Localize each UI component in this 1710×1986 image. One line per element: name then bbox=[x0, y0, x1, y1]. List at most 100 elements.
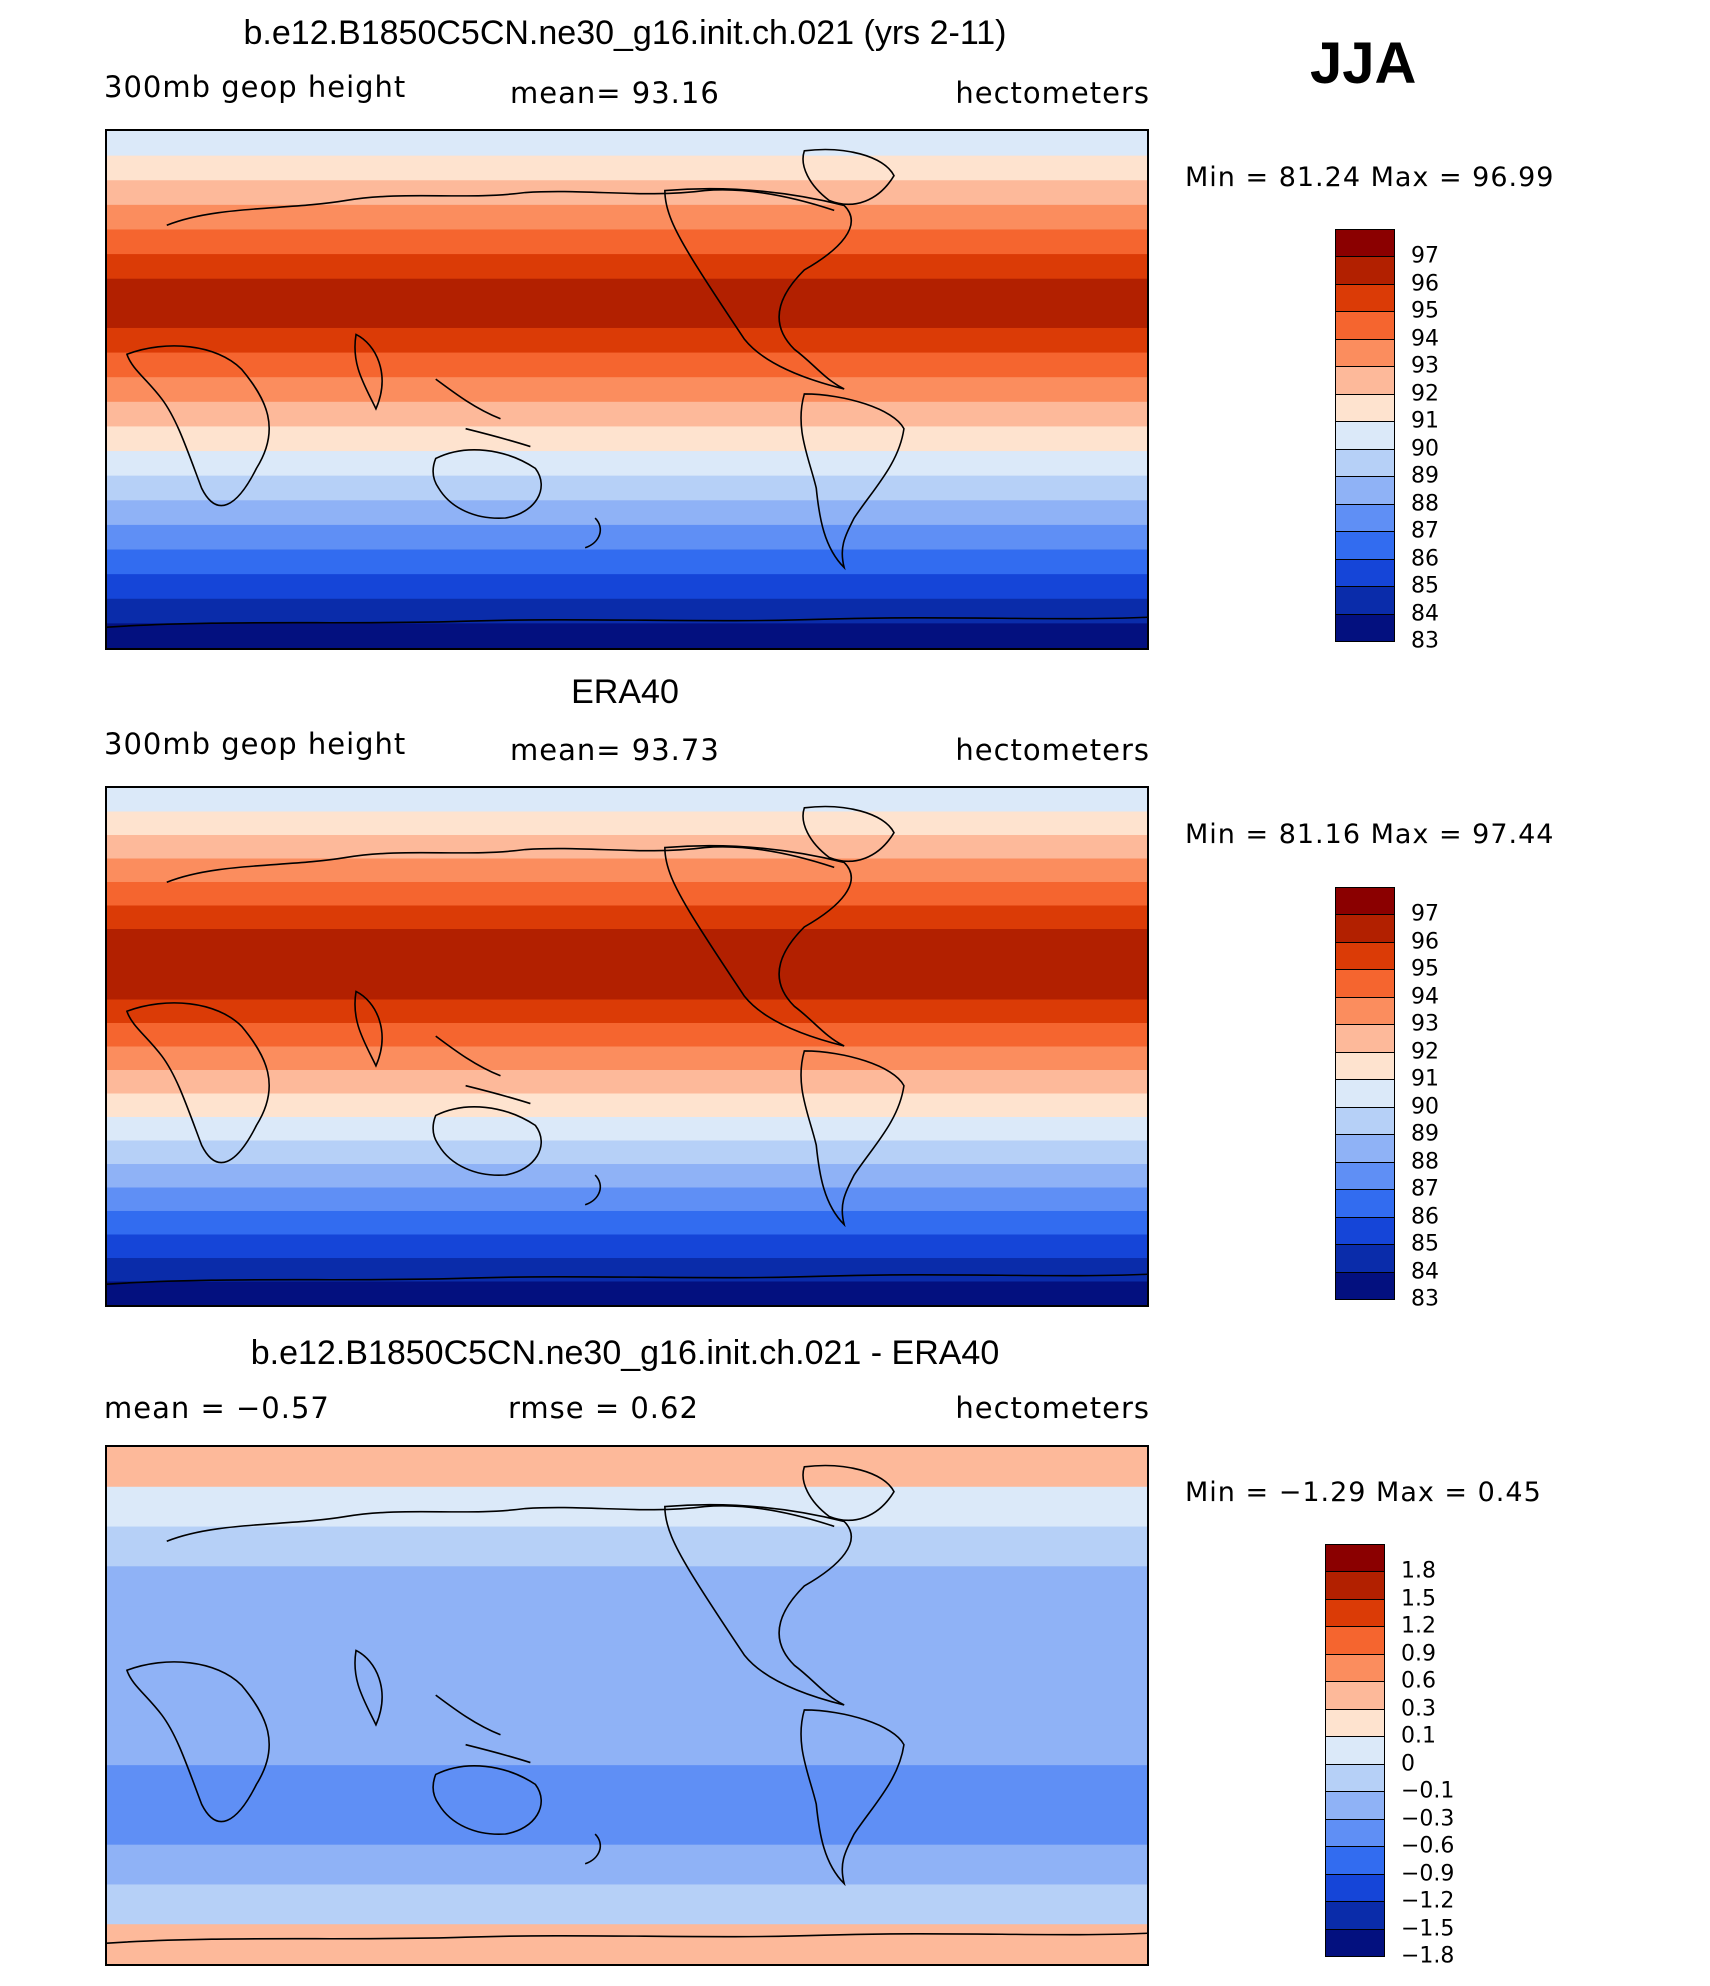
colorbar-swatch bbox=[1335, 476, 1395, 505]
panel-3-map bbox=[105, 1445, 1149, 1966]
contour-band bbox=[107, 1566, 1147, 1608]
colorbar-tick-label: 92 bbox=[1411, 1039, 1439, 1065]
coastline bbox=[107, 1273, 1147, 1285]
colorbar-swatch bbox=[1325, 1708, 1385, 1738]
coastline bbox=[125, 345, 271, 507]
coastline bbox=[354, 1649, 383, 1727]
colorbar-tick-label: 87 bbox=[1411, 1176, 1439, 1202]
colorbar-tick-label: 91 bbox=[1411, 1066, 1439, 1092]
colorbar-tick-label: 0.6 bbox=[1401, 1668, 1436, 1694]
contour-band bbox=[107, 975, 1147, 1001]
colorbar-swatch bbox=[1335, 969, 1395, 998]
colorbar-swatch bbox=[1325, 1653, 1385, 1683]
colorbar-tick-label: 88 bbox=[1411, 1149, 1439, 1175]
contour-band bbox=[107, 811, 1147, 836]
coastline bbox=[664, 1503, 852, 1706]
season-label: JJA bbox=[1310, 31, 1417, 96]
colorbar-tick-label: 87 bbox=[1411, 518, 1439, 544]
colorbar-tick-label: 1.8 bbox=[1401, 1558, 1436, 1584]
colorbar-swatch bbox=[1335, 256, 1395, 285]
colorbar-swatch bbox=[1325, 1846, 1385, 1875]
coastline bbox=[354, 333, 383, 411]
colorbar-swatch bbox=[1335, 613, 1395, 642]
contour-band bbox=[107, 229, 1147, 256]
colorbar-tick-label: 0.3 bbox=[1401, 1696, 1436, 1722]
colorbar-tick-label: 88 bbox=[1411, 491, 1439, 517]
contour-band bbox=[107, 1884, 1147, 1926]
contour-band bbox=[107, 1187, 1147, 1212]
contour-band bbox=[107, 1765, 1147, 1806]
colorbar-tick-label: 94 bbox=[1411, 326, 1439, 352]
coastline bbox=[107, 1932, 1147, 1944]
contour-band bbox=[107, 155, 1147, 182]
colorbar-tick-label: 84 bbox=[1411, 601, 1439, 627]
contour-band bbox=[107, 788, 1147, 813]
colorbar-swatch bbox=[1335, 311, 1395, 340]
colorbar-swatch bbox=[1335, 1216, 1395, 1246]
coastline bbox=[664, 844, 852, 1047]
colorbar-swatch bbox=[1335, 1051, 1395, 1081]
panel-3-minmax: Min = −1.29 Max = 0.45 bbox=[1185, 1477, 1542, 1508]
panel-1-units-label: hectometers bbox=[955, 76, 1150, 110]
contour-band bbox=[107, 254, 1147, 280]
contour-band bbox=[107, 278, 1147, 305]
coastline bbox=[432, 1106, 542, 1176]
colorbar-swatch bbox=[1325, 1901, 1385, 1930]
panel-2-variable-label: 300mb geop height bbox=[104, 727, 407, 761]
contour-band bbox=[107, 623, 1147, 648]
contour-band bbox=[107, 1844, 1147, 1886]
contour-band bbox=[107, 574, 1147, 600]
coastline bbox=[354, 990, 383, 1068]
contour-band bbox=[107, 1281, 1147, 1305]
panel-2-map bbox=[105, 786, 1149, 1307]
coastline bbox=[802, 805, 895, 862]
contour-band bbox=[107, 1526, 1147, 1568]
colorbar-tick-label: 83 bbox=[1411, 1286, 1439, 1312]
coastline bbox=[584, 1174, 602, 1206]
coastline bbox=[435, 1035, 531, 1105]
colorbar-swatch bbox=[1335, 503, 1395, 533]
contour-band bbox=[107, 882, 1147, 907]
colorbar-swatch bbox=[1335, 887, 1395, 916]
contour-band bbox=[107, 500, 1147, 526]
colorbar-tick-label: 89 bbox=[1411, 1121, 1439, 1147]
colorbar-swatch bbox=[1325, 1598, 1385, 1628]
colorbar-tick-label: 97 bbox=[1411, 901, 1439, 927]
contour-map bbox=[107, 131, 1147, 648]
colorbar-swatch bbox=[1335, 366, 1395, 395]
colorbar-tick-label: 89 bbox=[1411, 463, 1439, 489]
colorbar-swatch bbox=[1335, 586, 1395, 615]
panel-2-colorbar: 97 96 95 94 93 92 91 90 89 88 87 86 85 84 83 bbox=[1335, 887, 1495, 1312]
coastline bbox=[584, 1833, 602, 1865]
contour-band bbox=[107, 1093, 1147, 1118]
contour-band bbox=[107, 952, 1147, 977]
panel-1-title: b.e12.B1850C5CN.ne30_g16.init.ch.021 (yr… bbox=[243, 14, 1007, 52]
colorbar-tick-label: 92 bbox=[1411, 381, 1439, 407]
contour-band bbox=[107, 401, 1147, 428]
colorbar-tick-label: 97 bbox=[1411, 243, 1439, 269]
contour-band bbox=[107, 1486, 1147, 1528]
panel-1-variable-label: 300mb geop height bbox=[104, 70, 407, 104]
colorbar-swatch bbox=[1325, 1763, 1385, 1793]
contour-band bbox=[107, 1685, 1147, 1727]
panel-2-mean-label: mean= 93.73 bbox=[510, 733, 720, 767]
colorbar-tick-label: −1.8 bbox=[1401, 1943, 1455, 1969]
colorbar-swatch bbox=[1335, 283, 1395, 313]
contour-band bbox=[107, 1606, 1147, 1647]
contour-band bbox=[107, 524, 1147, 551]
colorbar-swatch bbox=[1325, 1736, 1385, 1765]
coastlines bbox=[107, 805, 1147, 1285]
contour-band bbox=[107, 928, 1147, 954]
contour-band bbox=[107, 377, 1147, 403]
colorbar-tick-label: 91 bbox=[1411, 408, 1439, 434]
contour-band bbox=[107, 549, 1147, 576]
panel-3-rmse-label: rmse = 0.62 bbox=[508, 1391, 699, 1425]
coastlines bbox=[107, 148, 1147, 628]
contour-map bbox=[107, 1447, 1147, 1964]
contour-map bbox=[107, 788, 1147, 1305]
coastline bbox=[800, 1709, 905, 1887]
contour-band bbox=[107, 858, 1147, 883]
colorbar-swatch bbox=[1335, 558, 1395, 588]
panel-2-units-label: hectometers bbox=[955, 733, 1150, 767]
colorbar-tick-label: 96 bbox=[1411, 271, 1439, 297]
